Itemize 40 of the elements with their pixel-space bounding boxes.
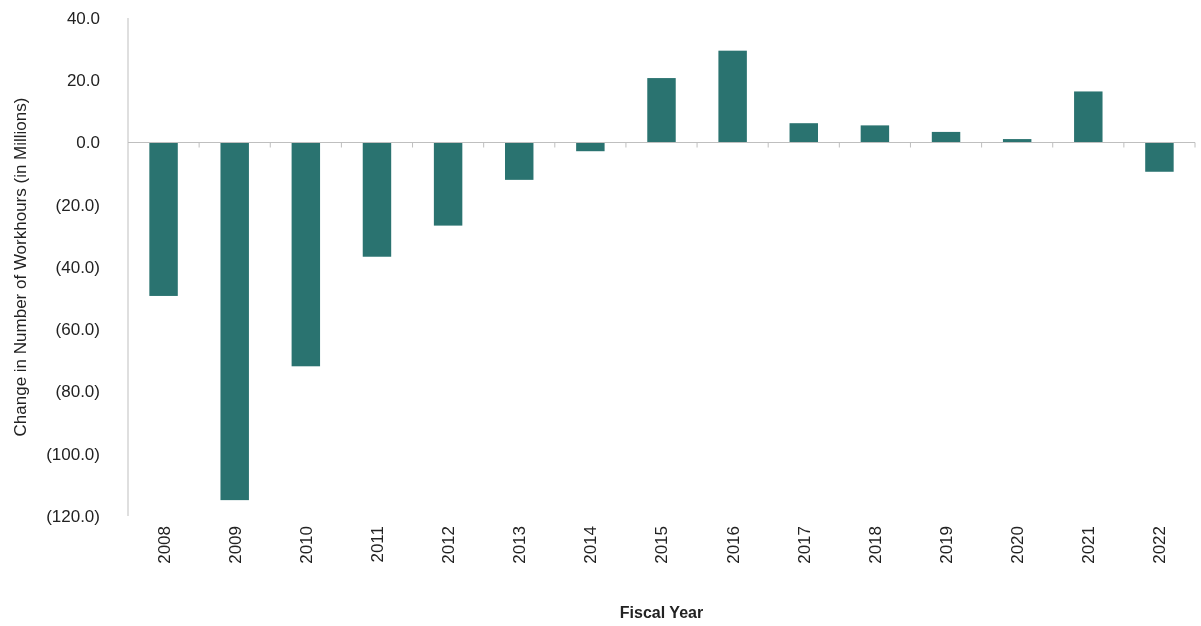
x-tick-label: 2015 [652, 526, 672, 564]
x-tick-label: 2012 [439, 526, 459, 564]
x-tick-label: 2014 [581, 526, 601, 564]
y-tick-label: 20.0 [66, 71, 100, 91]
bar [149, 142, 178, 296]
bar [718, 50, 747, 143]
x-tick-label: 2016 [723, 526, 743, 564]
bar [505, 142, 534, 180]
y-tick-label: (20.0) [55, 195, 100, 215]
y-tick-label: 0.0 [76, 133, 100, 153]
y-tick-label: 40.0 [66, 8, 100, 28]
bar [1145, 142, 1174, 172]
y-axis-title: Change in Number of Workhours (in Millions) [11, 97, 30, 437]
x-tick-label: 2010 [296, 526, 316, 564]
y-tick-label: (120.0) [46, 506, 100, 526]
x-tick-label: 2018 [865, 526, 885, 564]
y-tick-label: (100.0) [46, 444, 100, 464]
x-tick-label: 2008 [154, 526, 174, 564]
bar [647, 78, 676, 143]
x-tick-label: 2009 [225, 526, 245, 564]
x-tick-label: 2017 [794, 526, 814, 564]
bar [860, 125, 890, 143]
bar [576, 142, 605, 152]
x-tick-label: 2013 [510, 526, 530, 564]
bar [931, 131, 961, 143]
x-tick-label: 2019 [936, 526, 956, 564]
y-tick-label: (60.0) [55, 320, 100, 340]
x-tick-label: 2021 [1079, 526, 1099, 564]
y-tick-label: (80.0) [55, 382, 100, 402]
bar [362, 142, 392, 257]
x-axis-title: Fiscal Year [619, 604, 704, 621]
bar [1074, 91, 1103, 143]
bar [433, 142, 463, 226]
x-tick-label: 2020 [1008, 526, 1028, 564]
y-tick-label: (40.0) [55, 257, 100, 277]
x-tick-label: 2011 [367, 526, 387, 563]
bar [789, 123, 818, 143]
x-tick-label: 2022 [1150, 526, 1170, 564]
bar [291, 142, 321, 367]
bar [220, 142, 249, 501]
